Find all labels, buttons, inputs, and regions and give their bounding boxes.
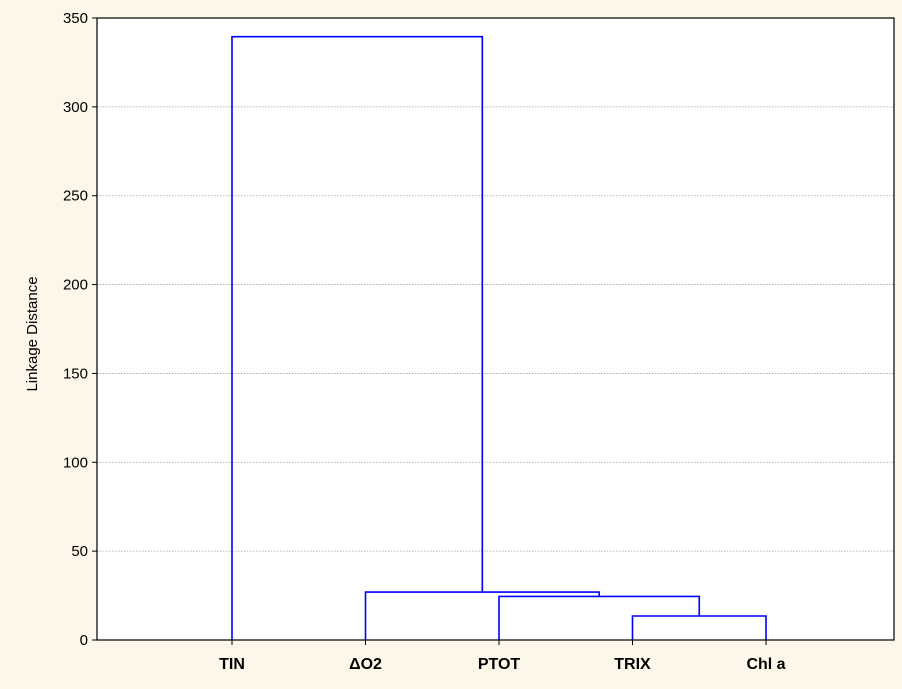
y-tick-label: 250 <box>63 188 88 205</box>
y-tick-label: 50 <box>71 543 88 560</box>
x-axis: TIN ΔO2 PTOT TRIX Chl a <box>219 640 786 673</box>
y-tick-label: 200 <box>63 277 88 294</box>
x-tick-label: TIN <box>219 656 245 673</box>
x-tick-label: PTOT <box>478 656 521 673</box>
dendrogram-links <box>231 35 767 640</box>
y-axis-title: Linkage Distance <box>24 276 41 391</box>
dendrogram-link <box>231 35 484 640</box>
plot-area <box>97 18 894 640</box>
dendrogram-link <box>631 615 767 640</box>
y-tick-label: 150 <box>63 365 88 382</box>
y-axis: 0 50 100 150 200 250 300 350 <box>63 10 97 649</box>
x-tick-label: Chl a <box>746 656 785 673</box>
gridlines <box>97 106 894 552</box>
plot-frame <box>96 17 895 641</box>
y-tick-label: 350 <box>63 10 88 27</box>
x-tick-label: TRIX <box>614 656 651 673</box>
y-tick-label: 300 <box>63 99 88 116</box>
y-tick-label: 0 <box>80 632 88 649</box>
x-tick-label: ΔO2 <box>349 656 382 673</box>
y-tick-label: 100 <box>63 454 88 471</box>
